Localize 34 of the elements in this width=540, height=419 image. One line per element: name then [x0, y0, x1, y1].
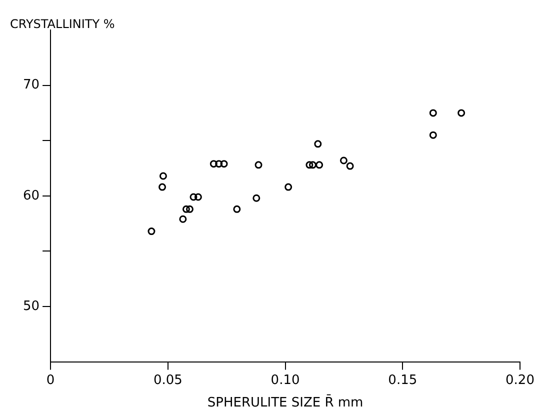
point — [210, 160, 218, 168]
point — [182, 205, 190, 213]
y-tick-label: 70 — [22, 78, 40, 93]
point — [308, 161, 316, 169]
point — [429, 131, 437, 139]
point — [254, 161, 262, 169]
point — [179, 215, 187, 223]
point — [306, 161, 314, 169]
point — [284, 183, 292, 191]
x-tick-label: 0.15 — [388, 372, 418, 388]
point — [346, 162, 354, 170]
point — [190, 193, 198, 201]
point — [252, 194, 260, 202]
point — [340, 156, 348, 164]
point — [233, 205, 241, 213]
x-tick-label: 0 — [46, 372, 55, 388]
point — [220, 160, 228, 168]
x-tick-label: 0.05 — [153, 372, 182, 388]
point — [158, 183, 166, 191]
point — [314, 140, 322, 148]
point — [159, 172, 167, 180]
point — [429, 109, 437, 117]
point — [186, 205, 194, 213]
x-tick-label: 0.20 — [506, 372, 534, 388]
point — [316, 161, 324, 169]
point — [215, 160, 223, 168]
x-axis-title: SPHERULITE SIZE R̄ mm — [207, 394, 364, 411]
point — [194, 193, 202, 201]
y-axis-title: CRYSTALLINITY % — [10, 16, 115, 33]
point — [148, 228, 156, 236]
x-tick-label: 0.10 — [270, 372, 300, 388]
point — [458, 109, 466, 117]
y-tick-label: 60 — [22, 188, 40, 204]
y-tick-label: 50 — [22, 298, 40, 314]
